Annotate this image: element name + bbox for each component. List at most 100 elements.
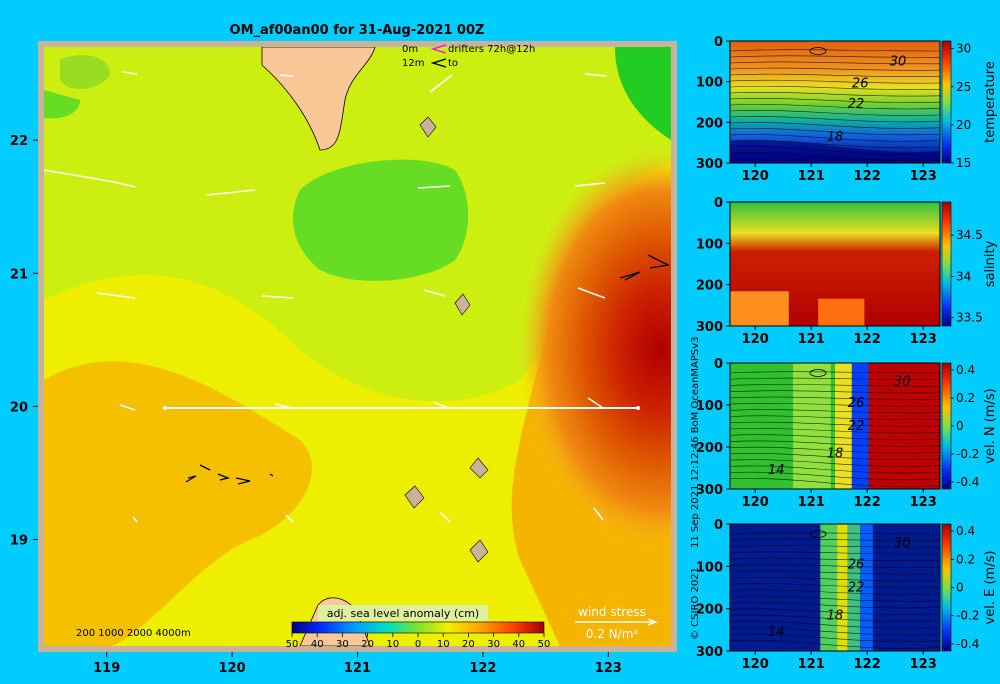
isotherm bbox=[730, 434, 940, 440]
isotherm bbox=[730, 377, 940, 380]
deep-cold-water bbox=[730, 140, 940, 163]
cool-patch-central bbox=[292, 159, 469, 281]
colorbar-tick-label: 20 bbox=[361, 639, 374, 650]
y-tick-label: 200 bbox=[696, 603, 723, 618]
x-tick-label: 123 bbox=[910, 495, 937, 510]
velocity-band bbox=[837, 524, 848, 651]
colorbar-tick-label: 0.4 bbox=[956, 524, 975, 538]
x-tick-label: 123 bbox=[910, 332, 937, 347]
isotherm bbox=[730, 409, 940, 414]
colorbar-tick-label: 50 bbox=[538, 639, 551, 650]
isotherm bbox=[730, 390, 940, 394]
colorbar-tick-label: 40 bbox=[311, 639, 324, 650]
colorbar-tick-label: 30 bbox=[487, 639, 500, 650]
isotherm bbox=[730, 104, 940, 110]
sla-colorbar bbox=[291, 621, 545, 634]
map-y-axis: 22 21 20 19 bbox=[10, 134, 38, 549]
drifter-trace bbox=[619, 271, 641, 281]
x-tick-label: 119 bbox=[93, 661, 120, 676]
bathymetry-contours-label: 200 1000 2000 4000m bbox=[76, 628, 191, 639]
contour-label: 18 bbox=[827, 447, 844, 462]
wind-vector bbox=[429, 74, 453, 93]
y-tick-label: 0 bbox=[714, 518, 723, 533]
isotherm bbox=[730, 116, 940, 123]
contour-label: 14 bbox=[768, 463, 785, 478]
credits-copyright: © CSIRO 2021 bbox=[690, 567, 701, 640]
x-tick-label: 123 bbox=[910, 169, 937, 184]
drifter-legend-icon bbox=[430, 44, 447, 54]
drifters-legend-label: drifters 72h@12h bbox=[448, 44, 535, 55]
x-tick-label: 122 bbox=[854, 332, 881, 347]
colorbar-tick-label: 0.2 bbox=[956, 552, 975, 566]
isotherm bbox=[730, 478, 940, 487]
isotherm bbox=[730, 545, 940, 548]
wind-stress-arrowhead bbox=[647, 618, 658, 626]
y-tick-label: 200 bbox=[696, 116, 723, 131]
section-start bbox=[163, 406, 167, 410]
colorbar-title: adj. sea level anomaly (cm) bbox=[327, 607, 479, 620]
panel-temperature: 30 26 22 18 120 121 122 123 0 100 200 300 30 25 20 15 te… bbox=[696, 35, 998, 184]
island-3 bbox=[469, 457, 489, 479]
panel-frame bbox=[729, 201, 941, 327]
wind-vector bbox=[285, 514, 294, 523]
isotherm bbox=[730, 583, 940, 589]
x-tick-label: 120 bbox=[742, 657, 769, 672]
colorbar-tick-label: 15 bbox=[956, 156, 971, 170]
colorbar-tick-label: 25 bbox=[956, 80, 971, 94]
isotherm bbox=[730, 633, 940, 642]
panel-frame bbox=[729, 40, 941, 164]
colorbar-tick-label: 50 bbox=[286, 639, 299, 650]
wind-vector bbox=[577, 287, 606, 299]
isotherm bbox=[730, 415, 940, 420]
x-tick-label: 120 bbox=[742, 495, 769, 510]
wind-stress-value: 0.2 N/m² bbox=[586, 627, 639, 641]
y-tick-label: 100 bbox=[696, 560, 723, 575]
wind-vector bbox=[574, 182, 606, 187]
isotherm bbox=[730, 557, 940, 562]
isotherm bbox=[730, 110, 940, 116]
x-tick-label: 122 bbox=[469, 661, 496, 676]
contour-label: 22 bbox=[848, 97, 865, 112]
panel-colorbar-label: salinity bbox=[983, 240, 998, 287]
drifter-trace bbox=[647, 254, 671, 269]
drifter-trace bbox=[217, 473, 231, 481]
isotherm bbox=[730, 49, 940, 52]
colorbar-tick-label: 0 bbox=[956, 581, 964, 595]
x-tick-label: 120 bbox=[219, 661, 246, 676]
panel-frame bbox=[729, 362, 941, 490]
isotherm bbox=[730, 446, 940, 454]
drifter-trace bbox=[199, 464, 211, 471]
credits-timestamp: 11 Sep 2021 12:12:46 BoM OceanMAPSv3 bbox=[690, 336, 701, 548]
panel-field bbox=[730, 363, 940, 489]
isotherm-closed bbox=[809, 530, 827, 538]
isotherm bbox=[730, 564, 940, 568]
isotherm bbox=[730, 371, 940, 374]
colorbar-tick-label: 0.2 bbox=[956, 391, 975, 405]
panel-colorbar-label: temperature bbox=[983, 61, 998, 143]
y-tick-label: 300 bbox=[696, 157, 723, 172]
island-4 bbox=[404, 485, 425, 509]
wind-vector bbox=[44, 169, 136, 188]
anomaly-orange-southwest bbox=[44, 361, 312, 646]
contour-label: 26 bbox=[848, 396, 865, 411]
x-tick-label: 120 bbox=[742, 332, 769, 347]
contour-label: 18 bbox=[827, 130, 844, 145]
isotherm bbox=[730, 396, 940, 400]
isotherm bbox=[730, 73, 940, 78]
cool-patch-northwest-2 bbox=[44, 90, 80, 119]
wind-vector bbox=[587, 397, 604, 409]
colorbar-tick-label: 34.5 bbox=[956, 228, 983, 242]
isotherm bbox=[730, 551, 940, 555]
y-tick-label: 22 bbox=[10, 134, 28, 149]
wind-vector bbox=[119, 404, 136, 411]
isotherm bbox=[730, 428, 940, 434]
y-tick-label: 300 bbox=[696, 483, 723, 498]
colorbar-tick-label: 33.5 bbox=[956, 311, 983, 325]
isotherm bbox=[730, 614, 940, 622]
panel-salinity: 120 121 122 123 0 100 200 300 34.5 34 33.5 salinity bbox=[696, 196, 998, 347]
x-tick-label: 122 bbox=[854, 495, 881, 510]
y-tick-label: 300 bbox=[696, 645, 723, 660]
